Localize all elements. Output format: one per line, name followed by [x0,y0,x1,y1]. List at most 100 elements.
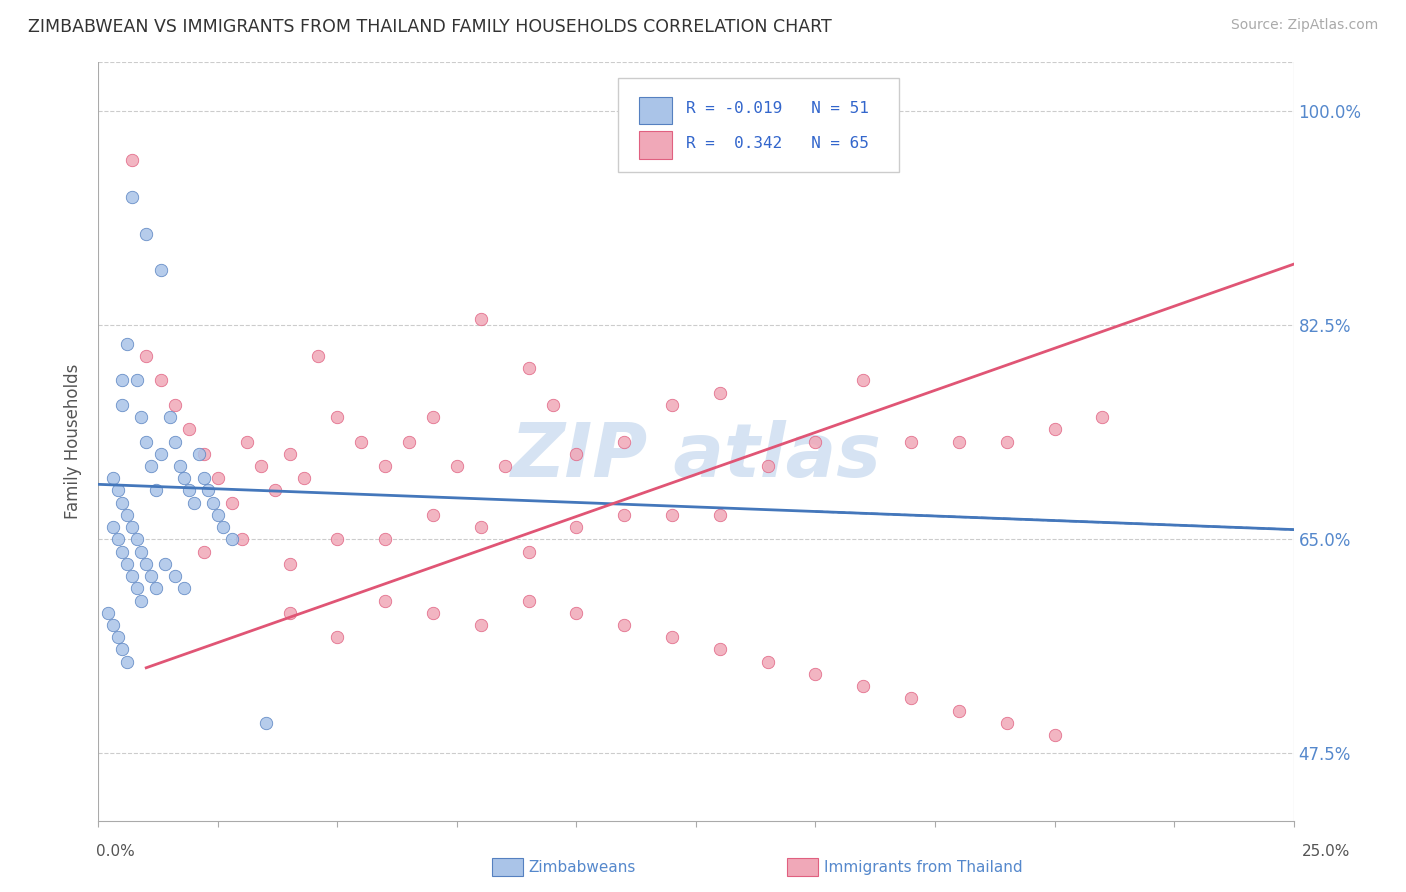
Point [250,458,273,473]
FancyBboxPatch shape [619,78,900,172]
Point [948,704,970,718]
Point [278,447,301,461]
Point [197,483,219,498]
Point [163,398,186,412]
Point [254,715,277,730]
Point [97,606,120,620]
Point [139,569,162,583]
Point [326,410,349,425]
Point [422,508,444,522]
Point [187,447,209,461]
Point [470,618,492,632]
Point [852,679,875,693]
Point [398,434,420,449]
Point [125,373,148,387]
Point [278,606,301,620]
Point [135,434,157,449]
Point [374,458,396,473]
Point [541,398,564,412]
Point [121,520,143,534]
Point [111,373,134,387]
Bar [638,131,672,159]
Point [661,630,683,644]
Text: Source: ZipAtlas.com: Source: ZipAtlas.com [1230,18,1378,32]
Point [804,666,827,681]
Point [852,373,875,387]
Point [326,630,349,644]
Point [115,655,138,669]
Point [948,434,970,449]
Point [613,434,636,449]
Text: ZIMBABWEAN VS IMMIGRANTS FROM THAILAND FAMILY HOUSEHOLDS CORRELATION CHART: ZIMBABWEAN VS IMMIGRANTS FROM THAILAND F… [28,18,832,36]
Point [131,593,153,607]
Point [422,410,444,425]
Point [374,533,396,547]
Point [145,483,167,498]
Point [149,373,172,387]
Point [613,508,636,522]
Point [135,349,157,363]
Point [169,458,191,473]
Point [111,642,134,657]
Point [1043,422,1066,436]
Point [135,227,157,241]
Point [135,557,157,571]
Bar [638,96,672,124]
Point [121,569,143,583]
Y-axis label: Family Households: Family Households [65,364,83,519]
Point [111,496,134,510]
Point [193,447,215,461]
Point [307,349,329,363]
Point [193,471,215,485]
Text: R =  0.342   N = 65: R = 0.342 N = 65 [686,136,869,151]
Point [292,471,315,485]
Point [326,533,349,547]
Point [183,496,205,510]
Point [709,385,731,400]
Point [173,582,195,596]
Point [107,533,129,547]
Point [121,153,143,168]
Point [900,691,922,706]
Point [207,508,229,522]
Point [995,434,1018,449]
Point [159,410,181,425]
Point [121,190,143,204]
Point [231,533,253,547]
Point [101,520,124,534]
Point [163,569,186,583]
Point [193,544,215,558]
Point [756,655,779,669]
Point [264,483,287,498]
Point [565,447,588,461]
Point [494,458,516,473]
Point [155,557,177,571]
Point [517,544,540,558]
Point [111,398,134,412]
Point [565,520,588,534]
Point [125,533,148,547]
Point [709,508,731,522]
Point [107,483,129,498]
Point [211,520,233,534]
Point [565,606,588,620]
Point [115,508,138,522]
Point [661,398,683,412]
Point [115,336,138,351]
Point [179,483,201,498]
Point [145,582,167,596]
Point [1091,410,1114,425]
Point [517,593,540,607]
Point [422,606,444,620]
Point [131,410,153,425]
Text: ZIP atlas: ZIP atlas [510,420,882,493]
Text: R = -0.019   N = 51: R = -0.019 N = 51 [686,101,869,116]
Point [756,458,779,473]
Point [900,434,922,449]
Point [278,557,301,571]
Point [446,458,468,473]
Point [221,533,243,547]
Point [125,582,148,596]
Point [804,434,827,449]
Point [107,630,129,644]
